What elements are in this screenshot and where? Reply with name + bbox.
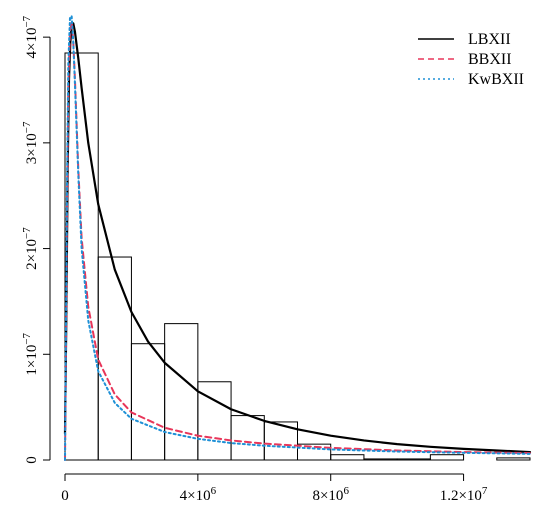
y-tick-label: 0 [24, 456, 40, 464]
histogram-bars [64, 52, 531, 461]
histogram-bar [97, 256, 132, 461]
x-tick-label: 1.2×107 [440, 485, 488, 504]
density-curves [63, 15, 532, 461]
x-tick-label: 0 [61, 488, 69, 504]
y-tick-label: 4×10−7 [21, 15, 40, 58]
y-tick-label: 2×10−7 [21, 227, 40, 270]
histogram-bar [429, 454, 465, 461]
x-tick-label: 8×106 [312, 485, 349, 504]
x-tick-label: 4×106 [180, 485, 217, 504]
y-tick-label: 3×10−7 [21, 121, 40, 164]
legend-label-kwbxii: KwBXII [468, 71, 524, 88]
series-line-lbxii [63, 22, 532, 454]
legend-label-lbxii: LBXII [468, 31, 511, 48]
histogram-bar [164, 323, 199, 461]
histogram-bar [496, 457, 531, 461]
histogram-bar [130, 343, 166, 461]
legend: LBXII BBXII KwBXII [418, 31, 524, 88]
histogram-bar [263, 421, 298, 461]
histogram-bar [230, 415, 265, 461]
histogram-bar [330, 454, 365, 461]
legend-label-bbxii: BBXII [468, 51, 512, 68]
histogram-bar [64, 52, 99, 461]
x-axis: 0 4×106 8×106 1.2×107 [61, 473, 488, 504]
y-tick-label: 1×10−7 [21, 332, 40, 375]
series-line-bbxii [64, 20, 531, 461]
histogram-bar [396, 458, 431, 461]
y-axis: 0 1×10−7 2×10−7 3×10−7 4×10−7 [21, 15, 51, 464]
histogram-bar [363, 458, 398, 461]
histogram-bar [297, 443, 332, 461]
series-line-kwbxii [64, 15, 531, 461]
